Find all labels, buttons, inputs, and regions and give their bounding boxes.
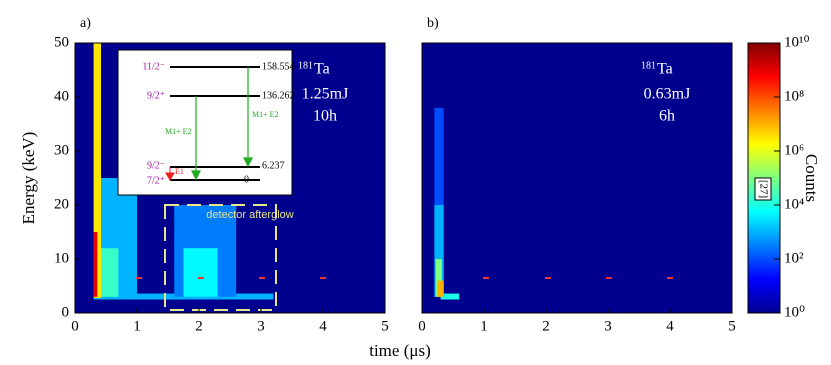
colorbar-tick-label: 10⁸ <box>784 88 804 104</box>
panel-a-frame <box>74 42 386 314</box>
x-tick-label: 3 <box>604 318 612 334</box>
colorbar-tick-label: 10⁰ <box>784 304 805 320</box>
x-tick-label: 2 <box>195 318 203 334</box>
y-tick-label: 40 <box>54 88 69 104</box>
annotation: detector afterglow <box>206 209 293 221</box>
y-tick-label: 20 <box>54 196 69 212</box>
ref-box <box>754 177 772 201</box>
panel-label: b) <box>427 16 439 31</box>
isotope: Ta <box>657 61 673 78</box>
level-energy: 6.237 <box>262 160 285 171</box>
x-tick-label: 5 <box>728 318 736 334</box>
isotope-mass: 181 <box>641 60 656 71</box>
x-tick-label: 4 <box>666 318 674 334</box>
level-spin: 9/2⁻ <box>147 160 165 171</box>
x-tick-label: 2 <box>542 318 550 334</box>
y-tick-label: 50 <box>54 34 69 50</box>
duration: 6h <box>659 108 675 125</box>
y-tick-label: 30 <box>54 142 69 158</box>
y-tick-label: 0 <box>62 304 70 320</box>
level-energy: 158.554 <box>262 61 295 72</box>
pulse-energy: 0.63mJ <box>644 86 691 103</box>
y-axis-label: Energy (keV) <box>19 132 38 225</box>
pulse-energy: 1.25mJ <box>302 86 349 103</box>
transition-label: E1 <box>175 167 184 176</box>
heat-cell <box>93 43 102 298</box>
x-tick-label: 1 <box>480 318 488 334</box>
level-spin: 7/2⁺ <box>147 175 165 186</box>
isotope-mass: 181 <box>298 60 313 71</box>
heat-cell <box>440 293 460 300</box>
heat-cell <box>435 259 442 297</box>
reference: [27] <box>757 180 769 198</box>
afterglow-box <box>164 204 277 311</box>
colorbar-label: Counts <box>802 154 821 202</box>
transition-label: M1+ E2 <box>165 127 192 136</box>
transition-label: M1+ E2 <box>252 110 279 119</box>
heat-cell <box>434 107 444 297</box>
x-axis-label: time (μs) <box>369 341 431 360</box>
x-tick-label: 3 <box>257 318 265 334</box>
heat-cell <box>422 43 732 313</box>
level-spin: 11/2⁻ <box>142 61 165 72</box>
x-tick-label: 5 <box>381 318 389 334</box>
heat-cell <box>99 248 119 297</box>
y-tick-label: 10 <box>54 250 69 266</box>
level-scheme: 11/2⁻ 9/2⁺ 9/2⁻ 7/2⁺ 158.554 136.262 6.2… <box>117 49 295 196</box>
level-spin: 9/2⁺ <box>147 90 165 101</box>
x-tick-label: 1 <box>133 318 141 334</box>
isotope: Ta <box>314 61 330 78</box>
panel-label: a) <box>80 16 91 31</box>
x-tick-label: 4 <box>319 318 327 334</box>
colorbar-tick-label: 10¹⁰ <box>784 34 810 50</box>
panel-b-frame <box>421 42 733 314</box>
heat-cell <box>93 232 98 297</box>
heat-cell <box>434 205 444 297</box>
colorbar-tick-label: 10⁶ <box>784 142 804 158</box>
x-tick-label: 0 <box>418 318 426 334</box>
level-energy: 0 <box>244 174 249 185</box>
colorbar-tick-label: 10² <box>784 250 804 266</box>
heat-cell <box>437 280 444 297</box>
x-tick-label: 0 <box>71 318 79 334</box>
colorbar-tick-label: 10⁴ <box>784 196 804 212</box>
level-energy: 136.262 <box>262 90 295 101</box>
heat-cell <box>183 248 218 297</box>
duration: 10h <box>313 108 337 125</box>
